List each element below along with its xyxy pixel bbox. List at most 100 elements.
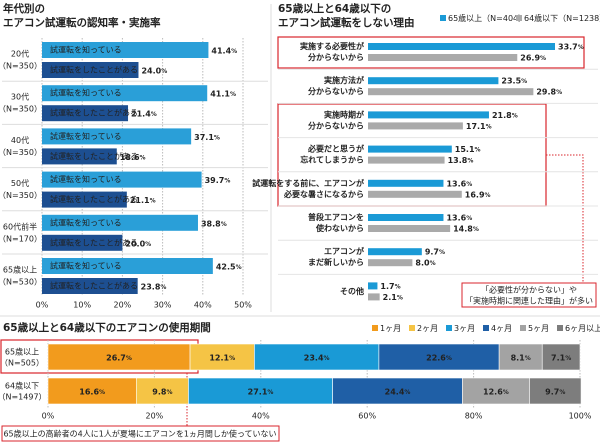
legend-swatch — [483, 325, 489, 331]
series-label: 試運転をしたことがある — [50, 108, 138, 118]
annotation-box — [1, 425, 280, 442]
bar-segment — [47, 377, 137, 405]
value-label: 38.8% — [201, 219, 227, 228]
callout-line — [546, 154, 584, 283]
value-label: 12.1% — [209, 354, 235, 363]
annotation-box — [461, 282, 597, 308]
bar — [42, 171, 202, 188]
series-label: 試運転を知っている — [50, 131, 122, 141]
bar — [42, 191, 127, 208]
legend-swatch — [409, 325, 415, 331]
value-label: 13.8% — [448, 156, 474, 165]
series-label: 試運転をしたことがある — [50, 237, 138, 247]
bar — [42, 214, 198, 231]
legend-label: 6ヶ月以上 — [565, 324, 600, 333]
annotation: 「実施時期に関連した理由」が多い — [465, 296, 593, 306]
sample-size: （N=350） — [0, 105, 42, 114]
value-label: 42.5% — [216, 263, 242, 272]
legend-label: 2ヶ月 — [417, 324, 438, 333]
sample-size: （N=530） — [0, 278, 42, 287]
category-label: まだ新しいから — [308, 257, 364, 267]
annotation: 「必要性が分からない」や — [481, 285, 577, 295]
value-label: 8.0% — [415, 259, 435, 268]
sample-size: （N=1497） — [0, 393, 47, 402]
value-label: 29.8% — [536, 88, 562, 97]
series-label: 試運転をしたことがある — [50, 151, 138, 161]
chart-title: 65歳以上と64歳以下の — [278, 2, 391, 15]
value-label: 41.1% — [210, 90, 236, 99]
bar — [42, 85, 208, 102]
value-label: 13.6% — [446, 179, 472, 188]
sample-size: （N=505） — [0, 359, 44, 368]
legend-swatch — [516, 15, 522, 21]
bar-segment — [529, 377, 582, 405]
value-label: 1.7% — [380, 282, 400, 291]
value-label: 12.6% — [483, 388, 509, 397]
series-label: 試運転を知っている — [50, 88, 122, 98]
bar — [42, 148, 117, 165]
value-label: 16.6% — [79, 388, 105, 397]
value-label: 16.9% — [465, 190, 491, 199]
category-label: 使わないから — [315, 223, 364, 233]
sample-size: （N=170） — [0, 234, 42, 243]
highlight-frame — [277, 36, 585, 69]
value-label: 18.6% — [120, 153, 146, 162]
value-label: 27.1% — [248, 388, 274, 397]
value-label: 26.7% — [106, 354, 132, 363]
category-label: 65歳以上 — [3, 265, 37, 275]
bar — [368, 190, 462, 198]
series-label: 試運転をしたことがある — [50, 281, 138, 291]
category-label: 50代 — [11, 178, 29, 188]
bar — [368, 122, 463, 130]
chart-title: 年代別の — [3, 2, 45, 15]
x-tick-label: 50% — [234, 301, 252, 310]
sample-size: （N=350） — [0, 191, 42, 200]
bar — [42, 278, 138, 294]
value-label: 8.1% — [511, 354, 531, 363]
series-label: 試運転をしたことがある — [50, 194, 138, 204]
value-label: 23.4% — [304, 354, 330, 363]
chart-title: 65歳以上と64歳以下のエアコンの使用期間 — [3, 321, 211, 334]
legend-swatch — [372, 325, 378, 331]
x-tick-label: 80% — [465, 412, 483, 421]
value-label: 7.1% — [551, 354, 571, 363]
bar-segment — [332, 377, 463, 405]
value-label: 39.7% — [205, 176, 231, 185]
bar-segment — [498, 343, 543, 371]
value-label: 21.8% — [492, 111, 518, 120]
bar — [368, 214, 444, 221]
category-label: 30代 — [11, 92, 29, 102]
bar — [368, 225, 451, 232]
bar-segment — [189, 343, 255, 371]
x-tick-label: 20% — [146, 412, 164, 421]
category-label: 実施時期が — [324, 109, 365, 119]
series-label: 試運転を知っている — [50, 45, 122, 55]
x-tick-label: 20% — [114, 301, 132, 310]
bar — [368, 111, 489, 119]
bar — [368, 145, 452, 153]
value-label: 33.7% — [558, 43, 584, 52]
category-label: 40代 — [11, 135, 29, 145]
chart-title: エアコン試運転の認知率・実施率 — [3, 16, 161, 29]
bar — [368, 282, 378, 290]
value-label: 9.7% — [425, 248, 445, 257]
legend-label: 1ヶ月 — [380, 324, 401, 333]
category-label: 分からないから — [308, 86, 364, 96]
bar — [368, 248, 422, 256]
bar — [368, 293, 380, 301]
legend-label: 64歳以下（N=1238） — [524, 13, 600, 23]
legend-swatch — [440, 15, 446, 21]
legend-label: 5ヶ月 — [528, 324, 549, 333]
bar-segment — [541, 343, 581, 371]
value-label: 17.1% — [466, 122, 492, 131]
x-tick-label: 100% — [569, 412, 592, 421]
value-label: 14.8% — [453, 225, 479, 234]
legend-swatch — [520, 325, 526, 331]
bar — [42, 42, 209, 58]
series-label: 試運転を知っている — [50, 261, 122, 271]
value-label: 41.4% — [211, 47, 237, 56]
category-label: その他 — [340, 286, 364, 296]
category-label: エアコンが — [324, 246, 365, 256]
value-label: 9.7% — [545, 388, 565, 397]
bar — [368, 43, 555, 50]
